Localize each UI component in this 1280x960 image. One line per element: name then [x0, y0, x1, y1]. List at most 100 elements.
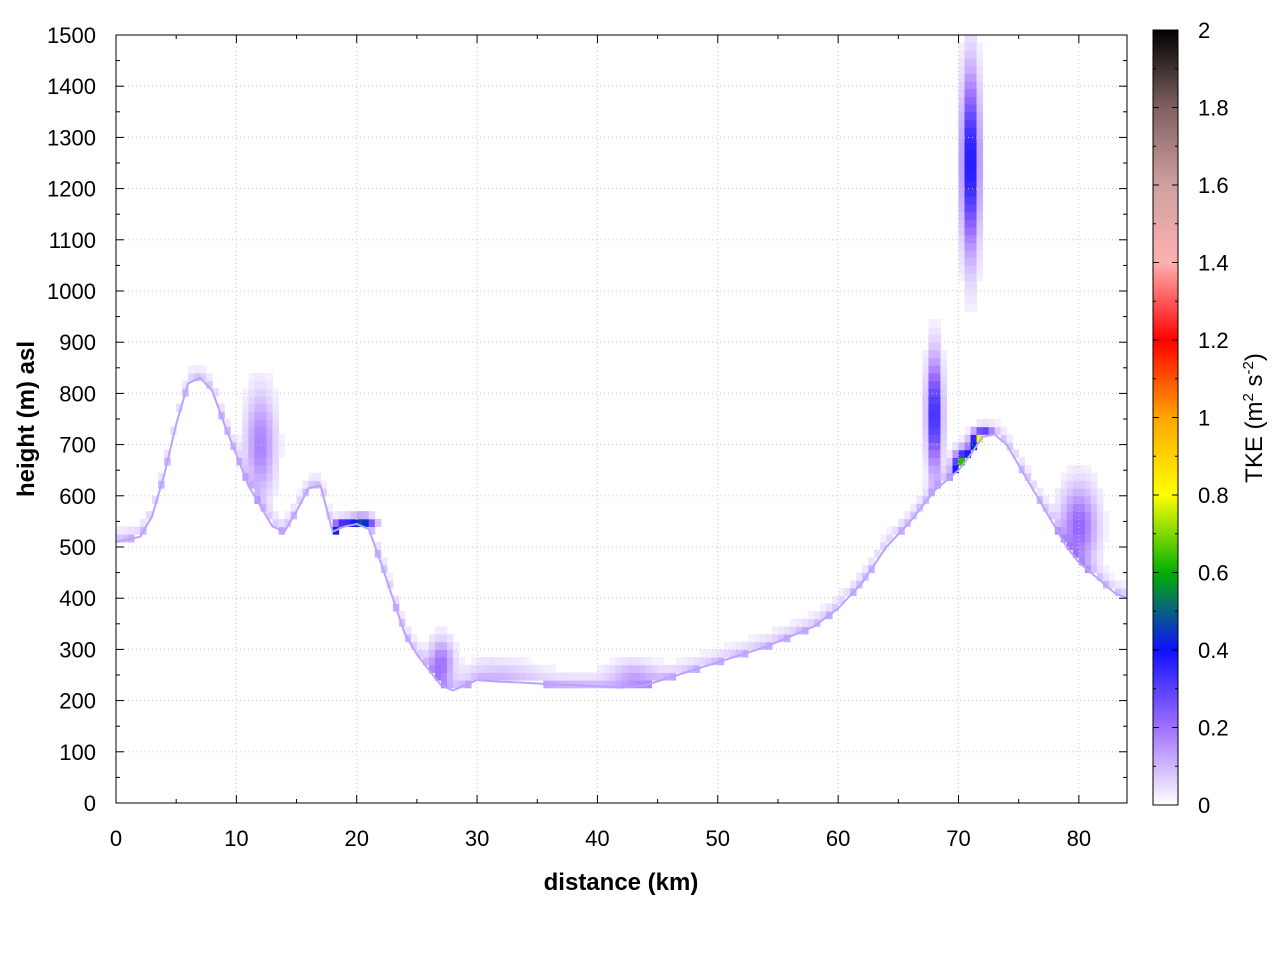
heatmap-cell: [1060, 472, 1068, 481]
heatmap-cell: [212, 388, 219, 397]
heatmap-cell: [567, 672, 574, 681]
heatmap-cell: [266, 488, 273, 497]
heatmap-cell: [320, 488, 328, 497]
heatmap-cell: [471, 657, 478, 666]
heatmap-cell: [1072, 541, 1080, 551]
heatmap-cell: [922, 442, 929, 451]
heatmap-cell: [976, 150, 984, 159]
heatmap-cell: [1078, 534, 1086, 543]
heatmap-cell: [260, 457, 267, 466]
heatmap-cell: [976, 227, 984, 236]
heatmap-cell: [1078, 465, 1086, 474]
heatmap-cell: [446, 672, 454, 681]
heatmap-cell: [994, 426, 1002, 435]
colorbar-tick-label: 2: [1198, 18, 1210, 43]
heatmap-cell: [645, 672, 653, 681]
heatmap-cell: [615, 657, 622, 666]
heatmap-cell: [422, 649, 430, 658]
heatmap-cell: [272, 449, 279, 458]
heatmap-cell: [272, 426, 279, 435]
heatmap-cell: [549, 672, 556, 681]
heatmap-cell: [260, 388, 267, 397]
heatmap-cell: [1078, 511, 1086, 520]
heatmap-cell: [856, 572, 863, 581]
heatmap-cell: [922, 388, 929, 397]
heatmap-cell: [976, 134, 984, 144]
heatmap-cell: [940, 449, 947, 458]
heatmap-cell: [1078, 495, 1086, 504]
y-tick-label: 1500: [47, 23, 96, 48]
heatmap-cell: [434, 641, 442, 650]
heatmap-cell: [940, 365, 947, 374]
heatmap-cell: [958, 58, 966, 67]
heatmap-cell: [1096, 534, 1104, 543]
heatmap-cell: [970, 173, 978, 182]
heatmap-cell: [248, 411, 255, 420]
heatmap-cell: [194, 365, 201, 374]
heatmap-cell: [970, 73, 978, 82]
heatmap-cell: [753, 634, 761, 643]
heatmap-cell: [1096, 526, 1104, 535]
heatmap-cell: [1006, 442, 1014, 451]
heatmap-cell: [976, 111, 984, 120]
heatmap-cell: [627, 657, 635, 666]
heatmap-cell: [182, 380, 189, 389]
y-axis: 0 100 200 300 400 500 600 700 800 900 1000 1100 1200…: [47, 23, 1127, 816]
heatmap-cell: [1096, 495, 1104, 504]
heatmap-cell: [976, 96, 984, 105]
heatmap-cell: [970, 219, 978, 228]
heatmap-cell: [1084, 541, 1092, 551]
heatmap-cell: [940, 403, 947, 412]
y-tick-label: 0: [84, 791, 96, 816]
heatmap-cell: [940, 442, 947, 451]
y-axis-title: height (m) asl: [13, 341, 40, 497]
heatmap-cell: [922, 372, 929, 382]
heatmap-cell: [422, 641, 430, 650]
heatmap-cell: [639, 672, 647, 681]
heatmap-cell: [862, 564, 869, 574]
heatmap-cell: [928, 465, 935, 474]
heatmap-cell: [254, 488, 261, 497]
heatmap-cell: [495, 672, 502, 681]
heatmap-cell: [1090, 526, 1098, 535]
heatmap-cell: [1108, 580, 1116, 589]
heatmap-cell: [970, 104, 978, 113]
heatmap-cell: [940, 395, 947, 405]
y-tick-label: 800: [59, 381, 96, 406]
heatmap-cell: [344, 518, 352, 528]
heatmap-cell: [639, 657, 647, 666]
heatmap-cell: [934, 395, 941, 405]
heatmap-cell: [248, 449, 255, 458]
heatmap-cell: [254, 480, 261, 489]
heatmap-cell: [958, 134, 966, 144]
heatmap-cell: [964, 96, 972, 105]
heatmap-cell: [970, 142, 978, 151]
heatmap-cell: [790, 626, 797, 635]
heatmap-cell: [964, 165, 972, 174]
colorbar-tick-label: 0.2: [1198, 716, 1229, 741]
y-tick-label: 900: [59, 330, 96, 355]
heatmap-cell: [934, 403, 941, 412]
heatmap-cell: [723, 641, 731, 650]
heatmap-cell: [266, 480, 273, 489]
heatmap-cell: [964, 273, 972, 282]
heatmap-cell: [1060, 503, 1068, 512]
heatmap-cell: [194, 372, 201, 382]
heatmap-cell: [705, 649, 713, 658]
heatmap-cell: [260, 395, 267, 405]
heatmap-cell: [254, 403, 261, 412]
heatmap-cell: [440, 672, 448, 681]
heatmap-cell: [928, 480, 935, 489]
heatmap-cell: [591, 680, 598, 689]
heatmap-cell: [519, 657, 526, 666]
heatmap-cell: [940, 457, 947, 466]
heatmap-cell: [717, 649, 725, 658]
heatmap-cell: [964, 234, 972, 243]
heatmap-cell: [970, 42, 978, 51]
heatmap-cell: [1096, 557, 1104, 566]
heatmap-cell: [260, 480, 267, 489]
heatmap-cell: [627, 680, 635, 689]
heatmap-cell: [928, 334, 935, 343]
heatmap-cell: [1060, 511, 1068, 520]
heatmap-cell: [976, 73, 984, 82]
